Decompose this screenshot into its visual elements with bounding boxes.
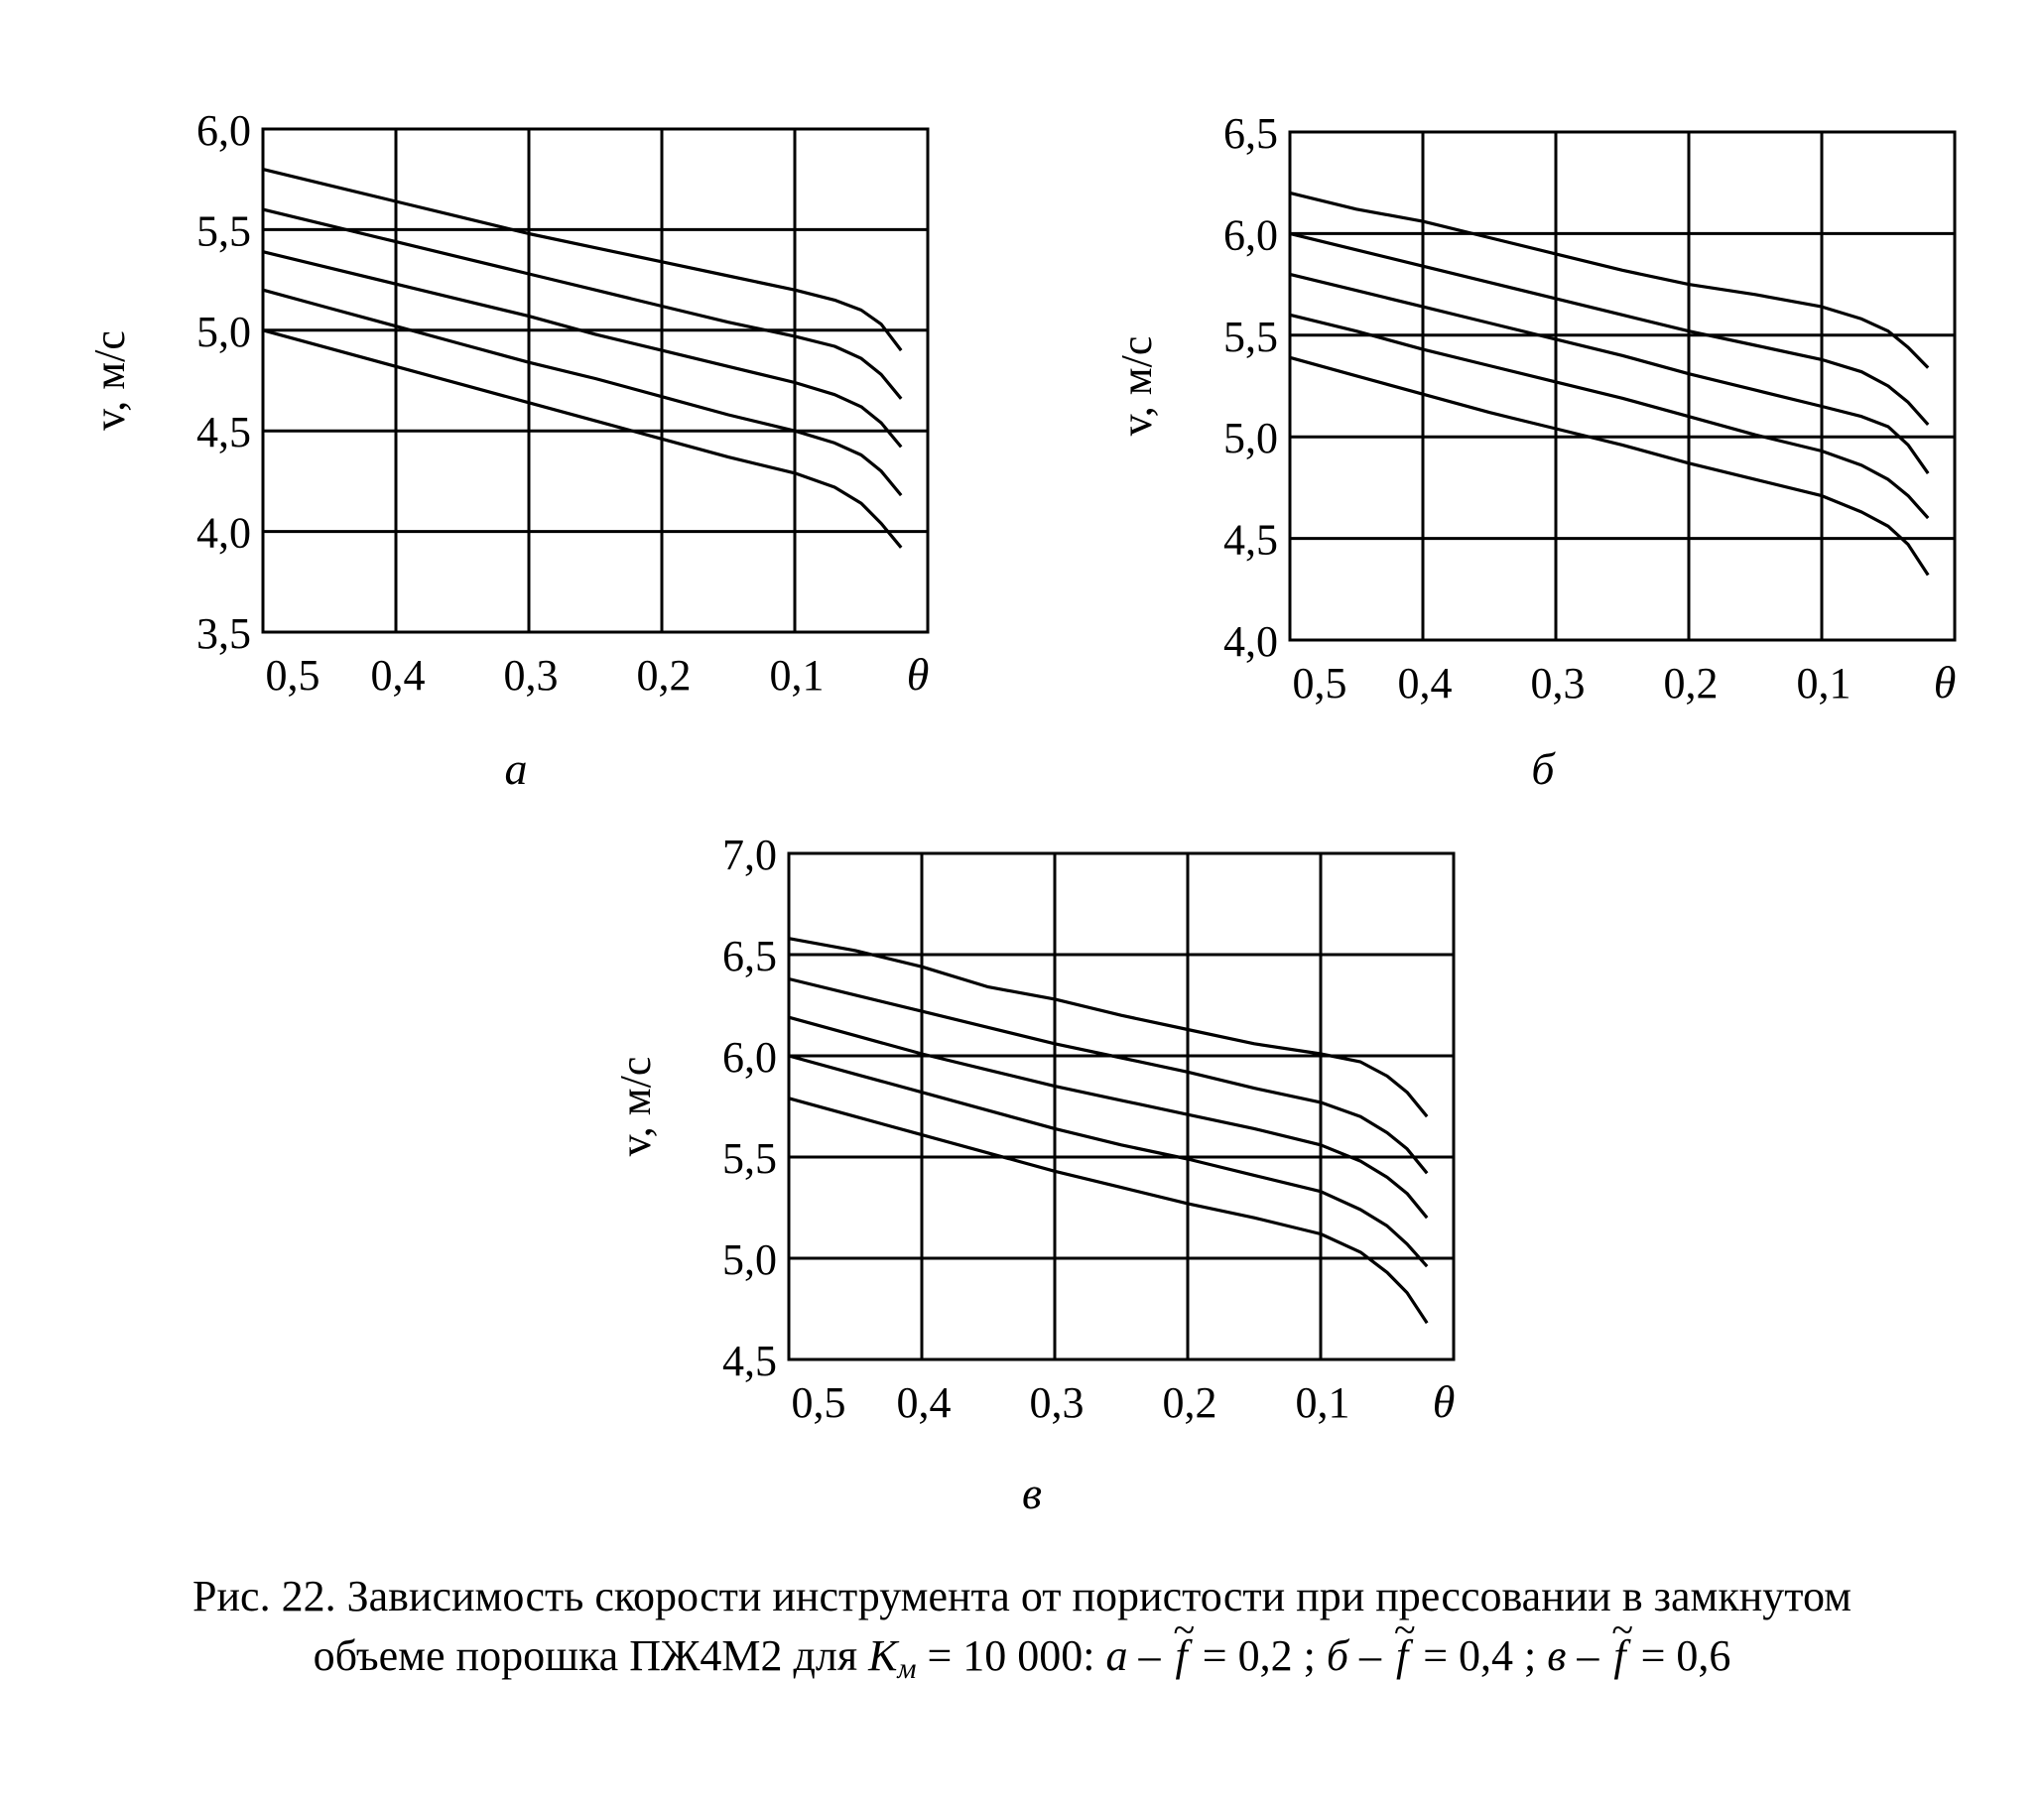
chart-a-y-tick-label: 5,5 [196, 206, 251, 255]
chart-c-y-tick-label: 4,5 [722, 1337, 777, 1385]
chart-b-y-tick-label: 6,5 [1223, 109, 1278, 158]
caption-part-a-label: а – [1105, 1631, 1161, 1680]
chart-c-series-line-5 [788, 1097, 1429, 1325]
chart-c-y-tick-label: 6,5 [722, 932, 777, 980]
chart-a-x-tick-label: 0,3 [504, 651, 559, 700]
chart-b-series-line-5 [1289, 355, 1930, 577]
chart-b-series-line-2 [1289, 231, 1930, 426]
caption-line-1: Рис. 22. Зависимость скорости инструмент… [192, 1572, 1852, 1620]
chart-b-panel-label: б [1531, 743, 1556, 794]
chart-a-y-tick-label: 4,5 [196, 408, 251, 456]
chart-b-x-tick-label: 0,1 [1797, 659, 1852, 708]
caption-line-2: объеме порошка ПЖ4М2 для Км = 10 000: а … [0, 1608, 2044, 1698]
caption-part-b-label: б – [1326, 1631, 1381, 1680]
chart-c-series-line-4 [788, 1054, 1429, 1268]
chart-c-panel-label: в [1022, 1468, 1042, 1518]
chart-c-x-tick-label: 0,1 [1296, 1378, 1350, 1427]
chart-c-y-tick-label: 5,0 [722, 1235, 777, 1284]
chart-b-x-tick-label: 0,3 [1531, 659, 1586, 708]
caption-k-sub: м [897, 1652, 917, 1685]
chart-c-y-tick-label: 5,5 [722, 1134, 777, 1183]
caption-part-b-value: = 0,4 ; [1423, 1631, 1537, 1680]
caption-k-letter: К [868, 1631, 898, 1680]
chart-a-series-line-2 [262, 207, 903, 400]
chart-a-series-line-3 [262, 250, 903, 449]
caption-part-a-value: = 0,2 ; [1202, 1631, 1316, 1680]
caption-part-c-label: в – [1547, 1631, 1599, 1680]
chart-a-series-line-5 [262, 328, 903, 549]
chart-c-y-tick-label: 7,0 [722, 831, 777, 879]
charts-canvas: 3,5 4,0 4,5 5,0 5,5 6,0 0,5 0,4 0,3 0,2 0,1 θ v, м/с… [85, 106, 1957, 1518]
chart-b-y-tick-label: 4,5 [1223, 516, 1278, 565]
chart-a-series-line-1 [262, 168, 903, 352]
chart-c-x-tick-label: 0,2 [1163, 1378, 1217, 1427]
chart-a-y-tick-label: 3,5 [196, 609, 251, 658]
chart-a-frame [261, 127, 930, 634]
chart-b-frame [1288, 130, 1957, 642]
chart-c-y-axis-label: v, м/с [611, 1057, 660, 1157]
chart-c-series-line-3 [788, 1015, 1429, 1220]
chart-b-series-line-1 [1289, 191, 1930, 369]
caption-part-a-f: ~ f [1173, 1608, 1196, 1680]
chart-c-x-tick-label: 0,4 [897, 1378, 952, 1427]
chart-a-panel-label: а [505, 743, 528, 794]
chart-a-y-tick-label: 6,0 [196, 106, 251, 155]
chart-b-x-tick-label: 0,4 [1398, 659, 1453, 708]
chart-a-y-tick-label: 4,0 [196, 509, 251, 558]
caption-prefix: объеме порошка ПЖ4М2 для [313, 1631, 869, 1680]
chart-a-x-tick-label: 0,5 [266, 651, 320, 700]
chart-a-y-tick-label: 5,0 [196, 308, 251, 356]
chart-b-y-tick-label: 5,5 [1223, 313, 1278, 361]
chart-b-y-tick-label: 4,0 [1223, 617, 1278, 666]
caption-part-c-value: = 0,6 [1640, 1631, 1731, 1680]
chart-b-series-line-3 [1289, 272, 1930, 475]
caption-k-value: = 10 000: [916, 1631, 1106, 1680]
chart-b-x-axis-label: θ [1934, 657, 1957, 708]
chart-b-y-tick-label: 6,0 [1223, 210, 1278, 259]
chart-c-x-axis-label: θ [1433, 1376, 1456, 1427]
caption-part-b-f: ~ f [1393, 1608, 1416, 1680]
chart-a-x-tick-label: 0,1 [770, 651, 825, 700]
chart-b-y-axis-label: v, м/с [1112, 336, 1161, 437]
chart-c-frame [787, 851, 1456, 1361]
chart-a-x-tick-label: 0,2 [637, 651, 692, 700]
chart-b-x-tick-label: 0,2 [1664, 659, 1719, 708]
chart-b-y-tick-label: 5,0 [1223, 414, 1278, 462]
chart-a-x-axis-label: θ [907, 649, 930, 700]
chart-c-x-tick-label: 0,5 [792, 1378, 846, 1427]
chart-c-y-tick-label: 6,0 [722, 1033, 777, 1082]
chart-a-y-axis-label: v, м/с [85, 330, 134, 431]
chart-a-series-line-4 [262, 288, 903, 497]
chart-c-series-line-2 [788, 976, 1429, 1175]
chart-c-x-tick-label: 0,3 [1030, 1378, 1085, 1427]
chart-c-series-line-1 [788, 937, 1429, 1118]
chart-b-series-line-4 [1289, 313, 1930, 520]
chart-a-x-tick-label: 0,4 [371, 651, 426, 700]
chart-b-x-tick-label: 0,5 [1293, 659, 1347, 708]
caption-part-c-f: ~ f [1611, 1608, 1633, 1680]
